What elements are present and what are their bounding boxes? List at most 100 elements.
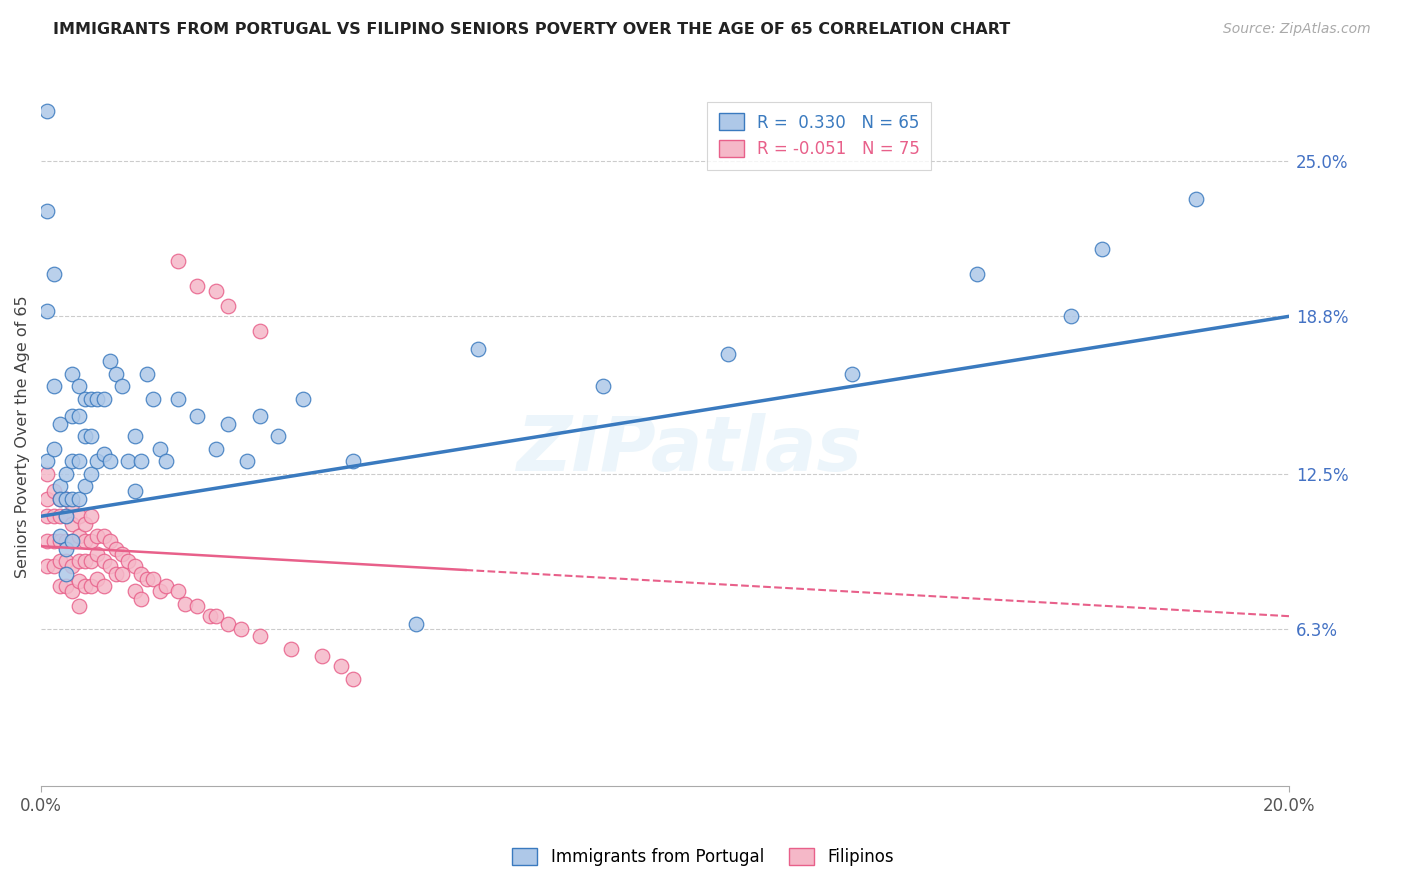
Point (42, 509, 65, 524)
Point (841, 367, 863, 381)
Point (60, 559, 83, 574)
Point (124, 484, 146, 499)
Point (73, 429, 96, 443)
Point (329, 659, 352, 673)
Point (37, 534, 59, 549)
Point (67, 379, 90, 393)
Point (60, 454, 83, 468)
Point (267, 429, 290, 443)
Point (73, 554, 96, 568)
Point (205, 442, 228, 456)
Point (592, 379, 614, 393)
Point (142, 392, 165, 406)
Text: IMMIGRANTS FROM PORTUGAL VS FILIPINO SENIORS POVERTY OVER THE AGE OF 65 CORRELAT: IMMIGRANTS FROM PORTUGAL VS FILIPINO SEN… (53, 22, 1011, 37)
Point (111, 566, 134, 581)
Point (67, 529, 90, 543)
Point (73, 579, 96, 593)
Point (217, 299, 239, 313)
Point (117, 454, 139, 468)
Point (42, 267, 65, 281)
Point (49, 491, 72, 506)
Point (105, 367, 128, 381)
Point (292, 392, 315, 406)
Point (111, 379, 134, 393)
Point (60, 367, 83, 381)
Point (55, 554, 77, 568)
Point (1060, 310, 1083, 324)
Point (37, 467, 59, 481)
Point (60, 534, 83, 549)
Point (67, 409, 90, 424)
Point (249, 629, 271, 643)
Point (467, 342, 489, 356)
Point (55, 509, 77, 524)
Point (86, 392, 108, 406)
Point (111, 547, 134, 561)
Point (249, 324, 271, 338)
Point (67, 454, 90, 468)
Point (37, 104, 59, 119)
Point (1091, 242, 1114, 256)
Point (42, 442, 65, 456)
Point (49, 529, 72, 543)
Point (67, 554, 90, 568)
Point (55, 491, 77, 506)
Point (67, 491, 90, 506)
Legend: R =  0.330   N = 65, R = -0.051   N = 75: R = 0.330 N = 65, R = -0.051 N = 75 (707, 102, 931, 169)
Point (342, 672, 364, 686)
Point (86, 572, 108, 586)
Point (42, 484, 65, 499)
Point (73, 516, 96, 531)
Point (60, 497, 83, 511)
Point (167, 392, 190, 406)
Point (73, 479, 96, 493)
Point (86, 547, 108, 561)
Point (98, 354, 121, 368)
Point (67, 574, 90, 589)
Point (73, 534, 96, 549)
Point (80, 509, 103, 524)
Point (55, 579, 77, 593)
Point (186, 599, 208, 614)
Point (37, 454, 59, 468)
Point (129, 454, 152, 468)
Y-axis label: Seniors Poverty Over the Age of 65: Seniors Poverty Over the Age of 65 (15, 295, 30, 577)
Point (60, 516, 83, 531)
Point (37, 559, 59, 574)
Point (37, 204, 59, 219)
Point (42, 379, 65, 393)
Point (86, 529, 108, 543)
Point (42, 534, 65, 549)
Point (49, 491, 72, 506)
Point (124, 559, 146, 574)
Legend: Immigrants from Portugal, Filipinos: Immigrants from Portugal, Filipinos (503, 840, 903, 875)
Point (73, 392, 96, 406)
Point (67, 509, 90, 524)
Point (198, 609, 221, 624)
Point (966, 267, 988, 281)
Point (229, 622, 252, 636)
Point (60, 584, 83, 599)
Point (67, 599, 90, 614)
Point (80, 534, 103, 549)
Point (105, 541, 128, 556)
Text: Source: ZipAtlas.com: Source: ZipAtlas.com (1223, 22, 1371, 37)
Point (49, 534, 72, 549)
Point (49, 579, 72, 593)
Point (80, 467, 103, 481)
Point (186, 409, 208, 424)
Point (155, 579, 177, 593)
Point (93, 579, 115, 593)
Point (167, 584, 190, 599)
Point (205, 285, 228, 299)
Point (1184, 192, 1206, 206)
Point (173, 597, 195, 611)
Point (149, 584, 172, 599)
Point (60, 534, 83, 549)
Point (42, 559, 65, 574)
Point (98, 559, 121, 574)
Point (236, 454, 259, 468)
Point (136, 367, 159, 381)
Point (98, 454, 121, 468)
Point (167, 254, 190, 268)
